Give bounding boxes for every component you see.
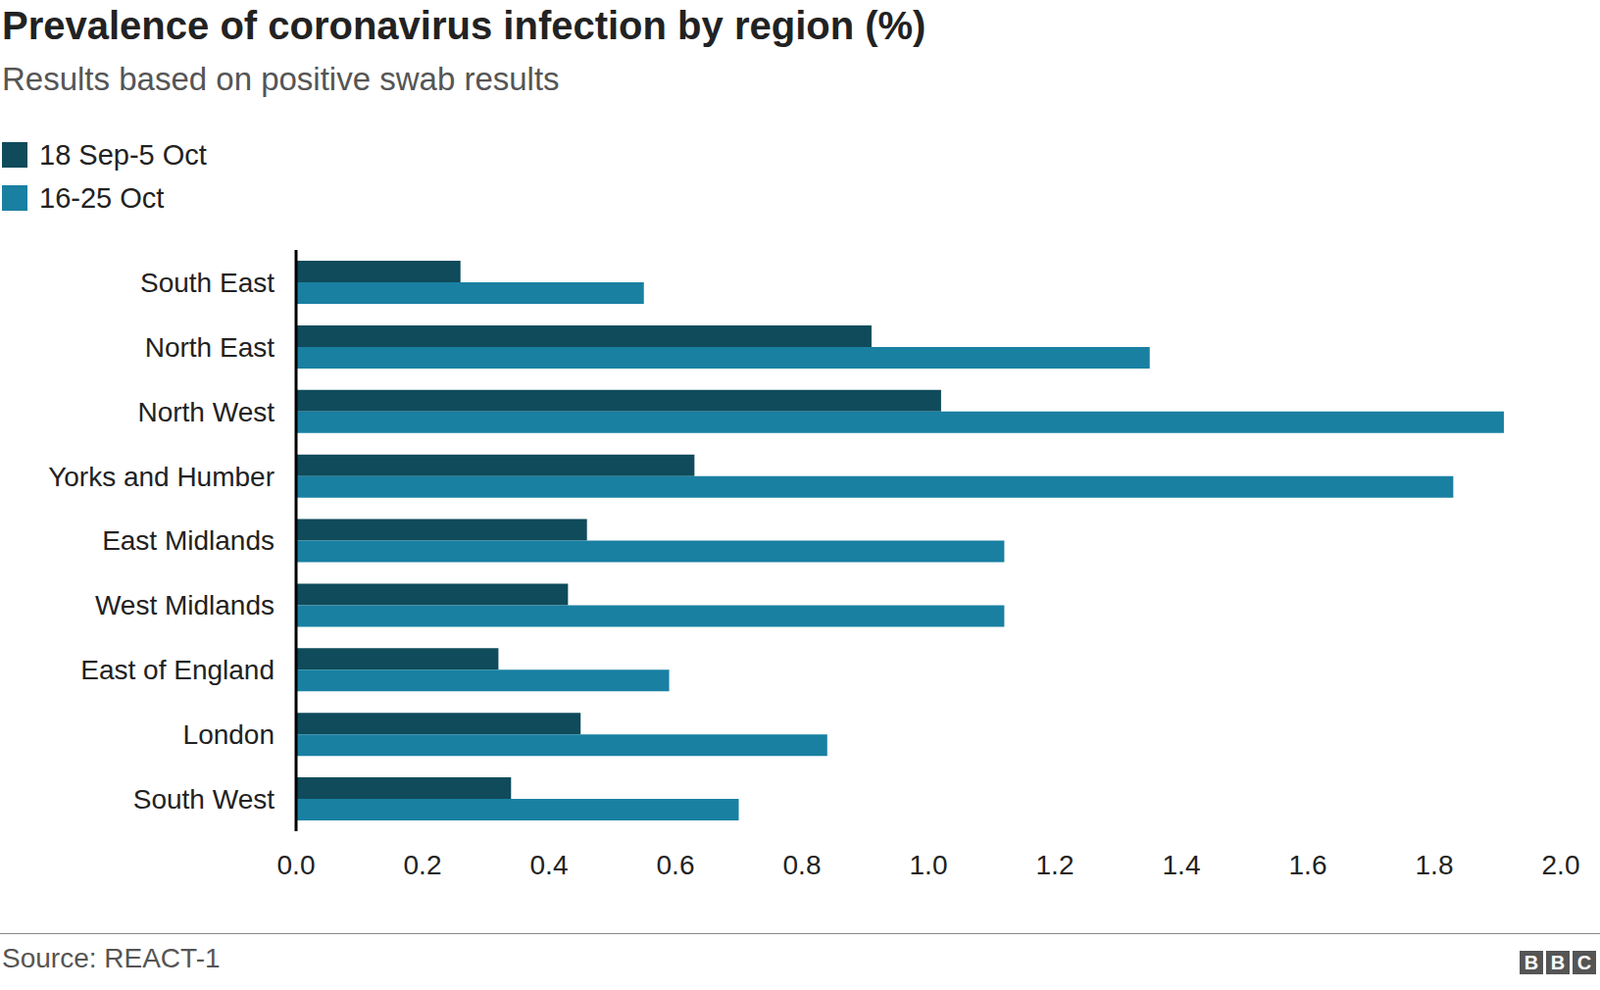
svg-text:0.0: 0.0 (277, 850, 316, 881)
svg-text:South East: South East (140, 267, 275, 299)
svg-text:Yorks and Humber: Yorks and Humber (48, 461, 275, 493)
svg-text:1.6: 1.6 (1289, 850, 1328, 881)
svg-text:1.8: 1.8 (1415, 850, 1454, 881)
svg-text:0.6: 0.6 (656, 850, 696, 881)
svg-text:South West: South West (133, 784, 275, 815)
html-text:16-25 Oct: 16-25 Oct (39, 181, 165, 214)
svg-text:1.2: 1.2 (1036, 850, 1075, 881)
svg-text:0.8: 0.8 (783, 850, 822, 881)
svg-text:North East: North East (145, 332, 275, 363)
html-text:B: B (1524, 951, 1539, 974)
svg-text:West Midlands: West Midlands (95, 590, 275, 621)
svg-text:1.0: 1.0 (909, 850, 949, 881)
svg-text:0.2: 0.2 (403, 850, 443, 881)
html-text:Prevalence of coronavirus infe: Prevalence of coronavirus infection by r… (1, 3, 926, 48)
html-text:Results based on positive swab: Results based on positive swab results (1, 60, 560, 98)
html-text:B: B (1550, 951, 1565, 974)
html-text:18 Sep-5 Oct: 18 Sep-5 Oct (39, 138, 207, 171)
svg-text:1.4: 1.4 (1162, 850, 1201, 881)
html-text:C: C (1577, 951, 1592, 974)
svg-text:0.4: 0.4 (530, 850, 569, 881)
svg-text:2.0: 2.0 (1542, 850, 1581, 881)
svg-text:North West: North West (137, 397, 275, 428)
svg-text:East Midlands: East Midlands (101, 525, 275, 556)
html-text:Source: REACT-1: Source: REACT-1 (1, 943, 221, 974)
svg-text:London: London (183, 719, 275, 750)
svg-text:East of England: East of England (80, 654, 275, 686)
